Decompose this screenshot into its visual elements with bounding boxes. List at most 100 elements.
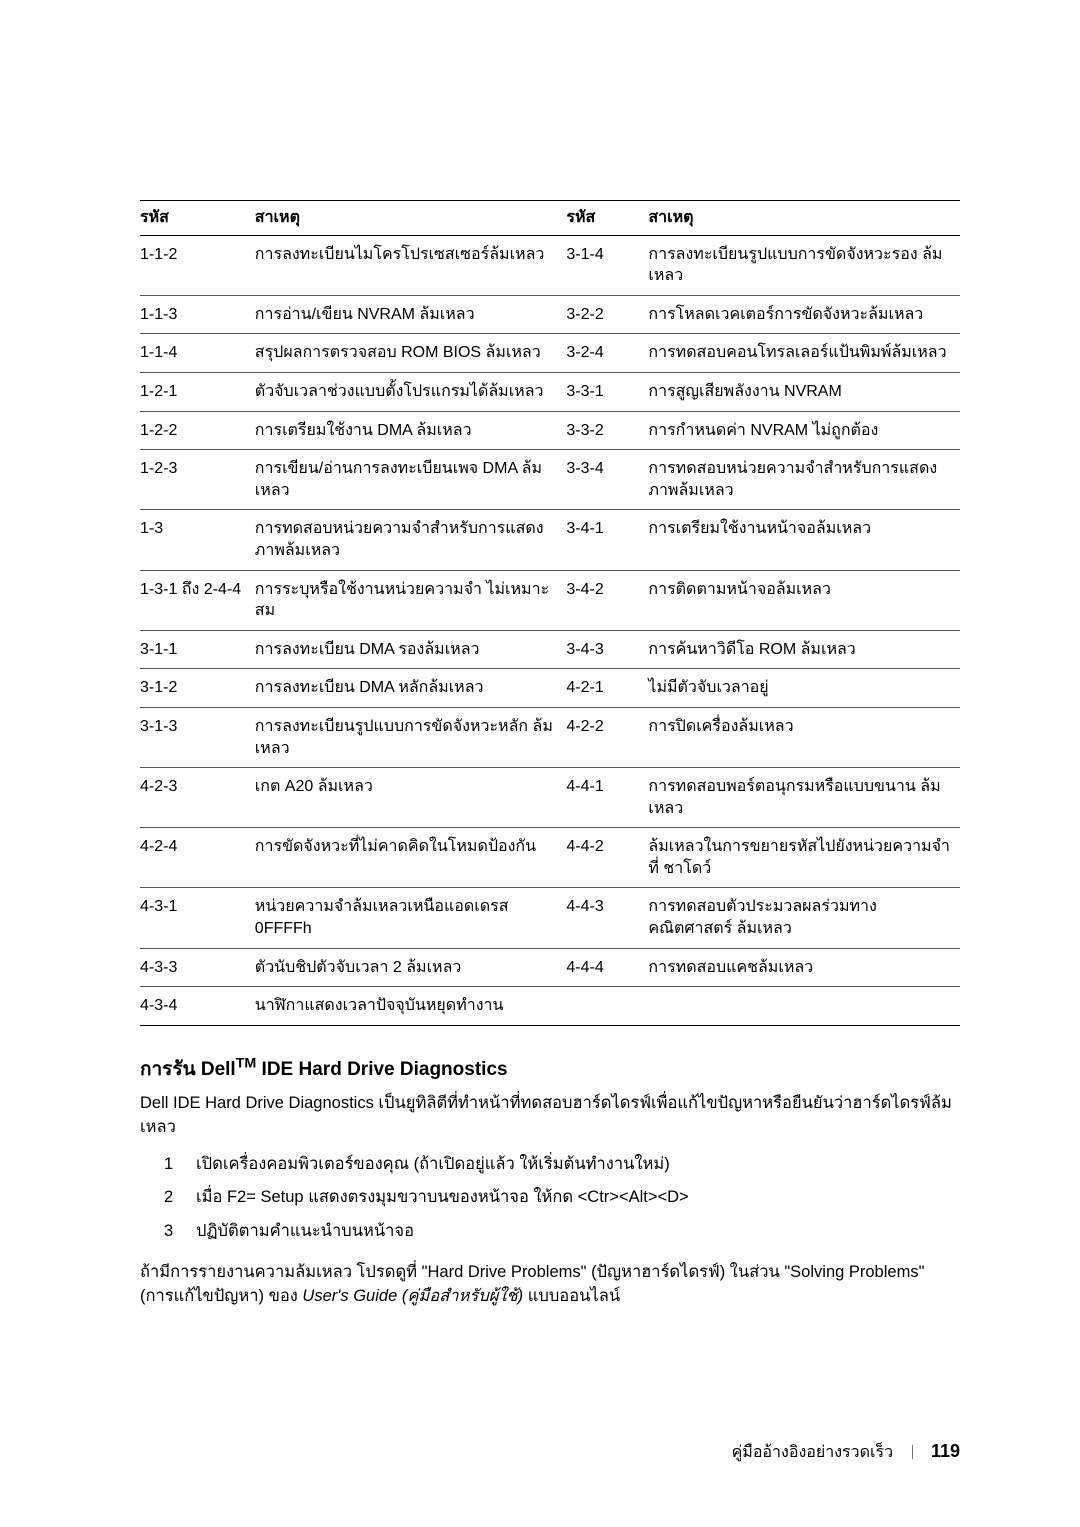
title-prefix: การรัน Dell [140,1059,236,1080]
cause-cell: การลงทะเบียนรูปแบบการขัดจังหวะรอง ล้มเหล… [648,235,960,295]
code-cell: 3-1-2 [140,669,255,708]
code-cell: 4-4-3 [566,888,648,948]
step-number: 1 [164,1150,178,1180]
code-cell: 4-4-2 [566,828,648,888]
table-row: 1-1-2การลงทะเบียนไมโครโปรเซสเซอร์ล้มเหลว… [140,235,960,295]
table-row: 4-3-1หน่วยความจำล้มเหลวเหนือแอดเดรส 0FFF… [140,888,960,948]
code-cell: 4-4-1 [566,768,648,828]
section-title: การรัน DellTM IDE Hard Drive Diagnostics [140,1054,960,1084]
table-row: 4-3-3ตัวนับชิปตัวจับเวลา 2 ล้มเหลว4-4-4ก… [140,948,960,987]
cause-cell: การลงทะเบียน DMA รองล้มเหลว [255,630,567,669]
code-cell: 3-1-1 [140,630,255,669]
table-row: 1-2-1ตัวจับเวลาช่วงแบบตั้งโปรแกรมได้ล้มเ… [140,372,960,411]
cause-cell: นาฬิกาแสดงเวลาปัจจุบันหยุดทำงาน [255,987,567,1026]
step-text: เปิดเครื่องคอมพิวเตอร์ของคุณ (ถ้าเปิดอยู… [196,1150,670,1180]
cause-cell: การค้นหาวิดีโอ ROM ล้มเหลว [648,630,960,669]
code-cell: 1-1-2 [140,235,255,295]
cause-cell: เกต A20 ล้มเหลว [255,768,567,828]
cause-cell: การลงทะเบียนไมโครโปรเซสเซอร์ล้มเหลว [255,235,567,295]
intro-text: Dell IDE Hard Drive Diagnostics เป็นยูทิ… [140,1092,960,1140]
code-cell: 1-2-2 [140,411,255,450]
header-cause-right: สาเหตุ [648,201,960,236]
list-item: 2 เมื่อ F2= Setup แสดงตรงมุมขวาบนของหน้าจ… [164,1183,960,1213]
cause-cell: การเตรียมใช้งาน DMA ล้มเหลว [255,411,567,450]
table-row: 4-2-3เกต A20 ล้มเหลว4-4-1การทดสอบพอร์ตอน… [140,768,960,828]
cause-cell: การสูญเสียพลังงาน NVRAM [648,372,960,411]
code-cell: 3-2-4 [566,334,648,373]
code-cell: 1-3 [140,510,255,570]
cause-cell: การทดสอบแคชล้มเหลว [648,948,960,987]
closing-text: ถ้ามีการรายงานความล้มเหลว โปรดดูที่ "Har… [140,1261,960,1309]
page-number: 119 [931,1441,960,1461]
code-cell: 4-4-4 [566,948,648,987]
code-cell [566,987,648,1026]
cause-cell: สรุปผลการตรวจสอบ ROM BIOS ล้มเหลว [255,334,567,373]
cause-cell: ตัวนับชิปตัวจับเวลา 2 ล้มเหลว [255,948,567,987]
code-cell: 3-4-1 [566,510,648,570]
cause-cell: การอ่าน/เขียน NVRAM ล้มเหลว [255,295,567,334]
table-row: 1-2-3การเขียน/อ่านการลงทะเบียนเพจ DMA ล้… [140,450,960,510]
cause-cell: การปิดเครื่องล้มเหลว [648,707,960,767]
cause-cell: การทดสอบคอนโทรลเลอร์แป้นพิมพ์ล้มเหลว [648,334,960,373]
cause-cell: การทดสอบหน่วยความจำสำหรับการแสดง ภาพล้มเ… [255,510,567,570]
code-cell: 4-2-2 [566,707,648,767]
code-cell: 3-3-4 [566,450,648,510]
step-text: เมื่อ F2= Setup แสดงตรงมุมขวาบนของหน้าจอ… [196,1183,689,1213]
header-code-right: รหัส [566,201,648,236]
cause-cell: หน่วยความจำล้มเหลวเหนือแอดเดรส 0FFFFh [255,888,567,948]
cause-cell: การเตรียมใช้งานหน้าจอล้มเหลว [648,510,960,570]
cause-cell: การทดสอบพอร์ตอนุกรมหรือแบบขนาน ล้มเหลว [648,768,960,828]
code-cell: 3-4-2 [566,570,648,630]
cause-cell: การลงทะเบียน DMA หลักล้มเหลว [255,669,567,708]
step-text: ปฏิบัติตามคำแนะนำบนหน้าจอ [196,1217,414,1247]
steps-list: 1 เปิดเครื่องคอมพิวเตอร์ของคุณ (ถ้าเปิดอย… [164,1150,960,1247]
cause-cell: การโหลดเวคเตอร์การขัดจังหวะล้มเหลว [648,295,960,334]
cause-cell: การทดสอบตัวประมวลผลร่วมทางคณิตศาสตร์ ล้ม… [648,888,960,948]
trademark-symbol: TM [236,1056,257,1072]
cause-cell: การติดตามหน้าจอล้มเหลว [648,570,960,630]
table-row: 4-2-4การขัดจังหวะที่ไม่คาดคิดในโหมดป้องก… [140,828,960,888]
code-cell: 4-3-3 [140,948,255,987]
cause-cell [648,987,960,1026]
footer-title: คู่มืออ้างอิงอย่างรวดเร็ว [732,1444,893,1461]
table-row: 4-3-4นาฬิกาแสดงเวลาปัจจุบันหยุดทำงาน [140,987,960,1026]
code-cell: 3-1-4 [566,235,648,295]
table-header-row: รหัส สาเหตุ รหัส สาเหตุ [140,201,960,236]
cause-cell: การระบุหรือใช้งานหน่วยความจำ ไม่เหมาะสม [255,570,567,630]
header-cause-left: สาเหตุ [255,201,567,236]
code-cell: 4-2-1 [566,669,648,708]
table-row: 1-1-4สรุปผลการตรวจสอบ ROM BIOS ล้มเหลว3-… [140,334,960,373]
page-footer: คู่มืออ้างอิงอย่างรวดเร็ว 119 [732,1440,960,1465]
cause-cell: ตัวจับเวลาช่วงแบบตั้งโปรแกรมได้ล้มเหลว [255,372,567,411]
code-cell: 4-2-3 [140,768,255,828]
beep-code-table: รหัส สาเหตุ รหัส สาเหตุ 1-1-2การลงทะเบีย… [140,200,960,1026]
header-code-left: รหัส [140,201,255,236]
code-cell: 4-2-4 [140,828,255,888]
cause-cell: การลงทะเบียนรูปแบบการขัดจังหวะหลัก ล้มเห… [255,707,567,767]
table-row: 1-3การทดสอบหน่วยความจำสำหรับการแสดง ภาพล… [140,510,960,570]
code-cell: 1-1-4 [140,334,255,373]
code-cell: 3-3-2 [566,411,648,450]
table-row: 1-3-1 ถึง 2-4-4การระบุหรือใช้งานหน่วยควา… [140,570,960,630]
cause-cell: ล้มเหลวในการขยายรหัสไปยังหน่วยความจำที่ … [648,828,960,888]
list-item: 3 ปฏิบัติตามคำแนะนำบนหน้าจอ [164,1217,960,1247]
closing-italic: User's Guide (คู่มือสำหรับผู้ใช้) [302,1287,523,1305]
cause-cell: การกำหนดค่า NVRAM ไม่ถูกต้อง [648,411,960,450]
step-number: 3 [164,1217,178,1247]
list-item: 1 เปิดเครื่องคอมพิวเตอร์ของคุณ (ถ้าเปิดอย… [164,1150,960,1180]
step-number: 2 [164,1183,178,1213]
closing-b: แบบออนไลน์ [523,1287,620,1305]
title-suffix: IDE Hard Drive Diagnostics [256,1059,507,1080]
code-cell: 3-4-3 [566,630,648,669]
cause-cell: การเขียน/อ่านการลงทะเบียนเพจ DMA ล้มเหลว [255,450,567,510]
page: รหัส สาเหตุ รหัส สาเหตุ 1-1-2การลงทะเบีย… [0,0,1080,1527]
code-cell: 4-3-1 [140,888,255,948]
table-row: 3-1-2การลงทะเบียน DMA หลักล้มเหลว4-2-1ไม… [140,669,960,708]
code-cell: 1-3-1 ถึง 2-4-4 [140,570,255,630]
code-cell: 1-2-3 [140,450,255,510]
code-cell: 3-3-1 [566,372,648,411]
cause-cell: การขัดจังหวะที่ไม่คาดคิดในโหมดป้องกัน [255,828,567,888]
cause-cell: การทดสอบหน่วยความจำสำหรับการแสดง ภาพล้มเ… [648,450,960,510]
table-row: 1-1-3การอ่าน/เขียน NVRAM ล้มเหลว3-2-2การ… [140,295,960,334]
code-cell: 3-2-2 [566,295,648,334]
